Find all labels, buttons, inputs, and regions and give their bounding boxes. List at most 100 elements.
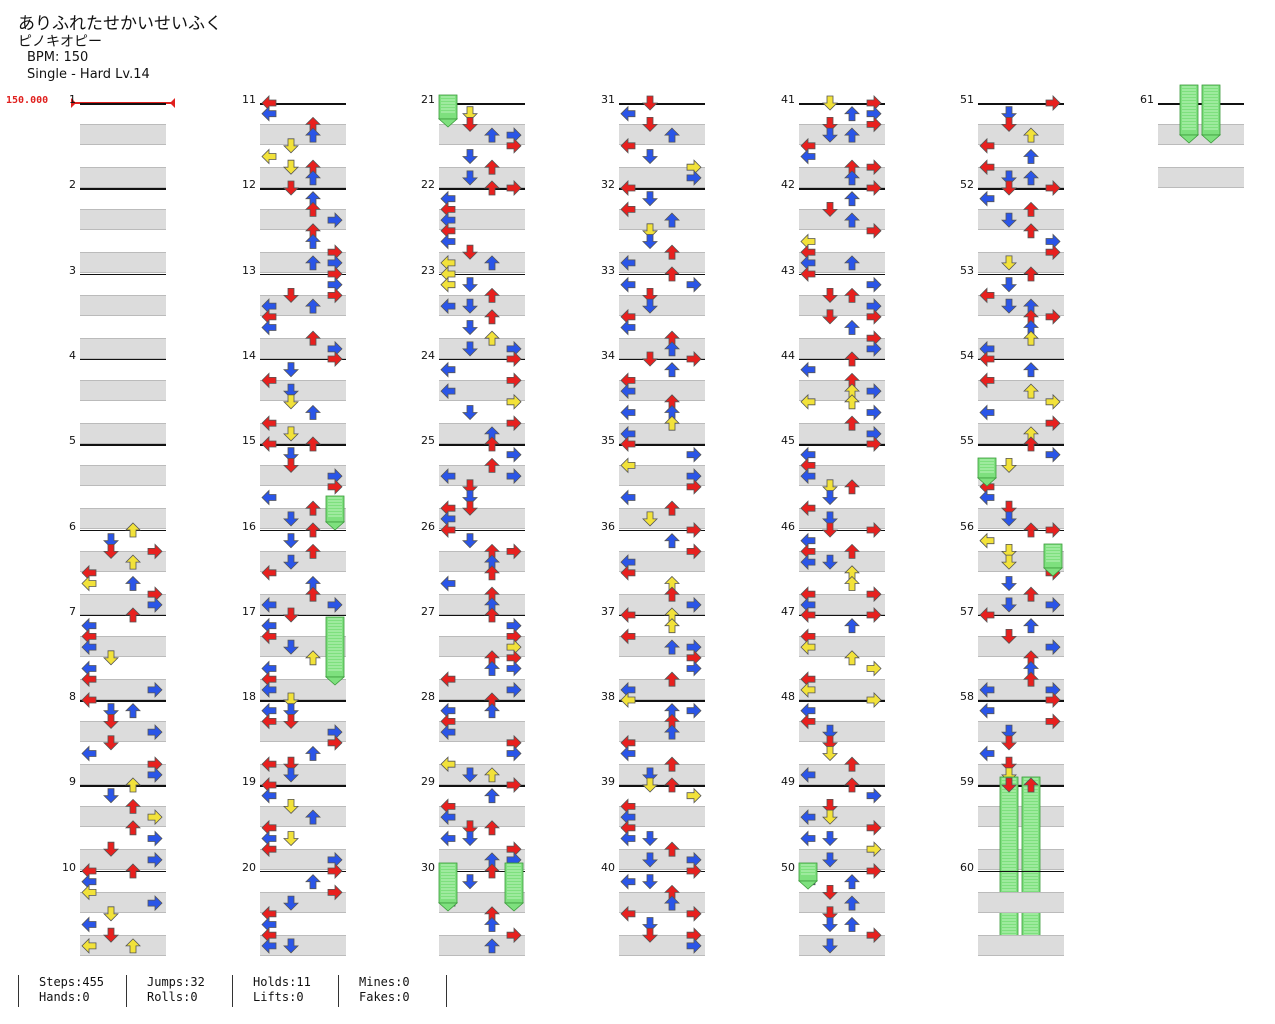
step-arrow [283, 447, 299, 463]
step-arrow [283, 426, 299, 442]
step-arrow [462, 106, 478, 122]
measure-notes [978, 869, 1064, 961]
beat-band [978, 891, 1064, 913]
beat-band [799, 678, 885, 700]
beat-band [439, 465, 525, 487]
step-arrow [283, 895, 299, 911]
beat-band [439, 849, 525, 871]
step-arrow [642, 873, 658, 889]
step-arrow [1001, 756, 1017, 772]
beat-band [439, 635, 525, 657]
step-arrow [125, 607, 141, 623]
step-arrow [1023, 148, 1039, 164]
step-arrow [822, 831, 838, 847]
step-arrow [125, 820, 141, 836]
step-arrow [484, 330, 500, 346]
beat-band [80, 764, 166, 786]
beat-band [799, 337, 885, 359]
step-arrow [147, 681, 163, 698]
measure-line [439, 785, 525, 787]
beat-band [799, 209, 885, 231]
step-arrow [327, 350, 343, 367]
beat-band [619, 635, 705, 657]
measure-notes [620, 692, 702, 783]
measure: 39 [601, 775, 705, 871]
step-arrow [283, 138, 299, 154]
measure-notes [261, 862, 343, 954]
measure-number: 41 [781, 93, 795, 106]
step-arrow [822, 116, 838, 132]
step-arrow [642, 298, 658, 314]
beat-band [799, 764, 885, 786]
measure: 23 [421, 264, 525, 360]
beat-band [439, 721, 525, 743]
measure-notes [979, 95, 1061, 186]
beat-band [80, 849, 166, 871]
beat-band [439, 252, 525, 274]
step-arrow [686, 862, 702, 879]
measure: 19 [242, 775, 346, 871]
beat-band [799, 721, 885, 743]
measure-number: 60 [960, 860, 974, 874]
measure: 44 [781, 349, 885, 445]
step-arrow [979, 404, 995, 421]
measure: 3 [69, 264, 166, 360]
measure-number: 59 [960, 775, 974, 789]
step-arrow [506, 681, 522, 698]
step-arrow [844, 777, 860, 793]
stat-steps: Steps:455 [39, 975, 105, 989]
step-arrow [866, 116, 882, 133]
step-arrow [261, 628, 277, 645]
step-arrow [664, 671, 680, 687]
step-arrow [866, 926, 882, 943]
beat-band [439, 764, 525, 786]
hold-tail [1178, 134, 1200, 144]
beat-band [978, 721, 1064, 743]
measure-number: 14 [242, 348, 256, 362]
beat-band [260, 593, 346, 615]
measure-number: 58 [960, 690, 974, 704]
step-arrow [484, 127, 500, 143]
step-arrow [822, 95, 838, 111]
measure-line [439, 529, 525, 531]
step-arrow [440, 233, 456, 250]
measure-notes [620, 95, 702, 186]
measure-number: 22 [421, 178, 435, 192]
measure: 59 [960, 775, 1064, 956]
measure-line [439, 614, 525, 617]
step-arrow [283, 756, 299, 772]
step-arrow [664, 212, 680, 228]
step-arrow [822, 490, 838, 506]
measure-line [799, 870, 885, 873]
step-arrow [103, 927, 119, 943]
beat-band [619, 422, 705, 444]
beat-band [978, 337, 1064, 359]
step-arrow [1001, 575, 1017, 591]
step-arrow [283, 511, 299, 527]
measure-line [799, 273, 885, 276]
step-arrow [484, 458, 500, 473]
measure-line [80, 358, 166, 361]
step-arrow [800, 606, 816, 623]
measure-notes [979, 692, 1061, 783]
step-arrow [979, 532, 995, 549]
measure: 11 [242, 93, 346, 189]
step-arrow [664, 639, 680, 655]
beat-band [799, 550, 885, 572]
measure-line [619, 444, 705, 446]
measure-notes [620, 862, 702, 954]
beat-band [978, 508, 1064, 530]
step-arrow [620, 137, 636, 154]
step-arrow [866, 276, 882, 293]
step-arrow [822, 799, 838, 815]
step-arrow [844, 916, 860, 932]
step-arrow [440, 297, 456, 314]
measure-number: 30 [421, 860, 435, 874]
measure-line [799, 700, 885, 702]
step-arrow [261, 713, 277, 730]
beat-band [80, 635, 166, 657]
measure: 2 [69, 178, 166, 274]
step-arrow [327, 212, 343, 229]
step-arrow [305, 500, 321, 516]
hold-tail [503, 902, 525, 912]
